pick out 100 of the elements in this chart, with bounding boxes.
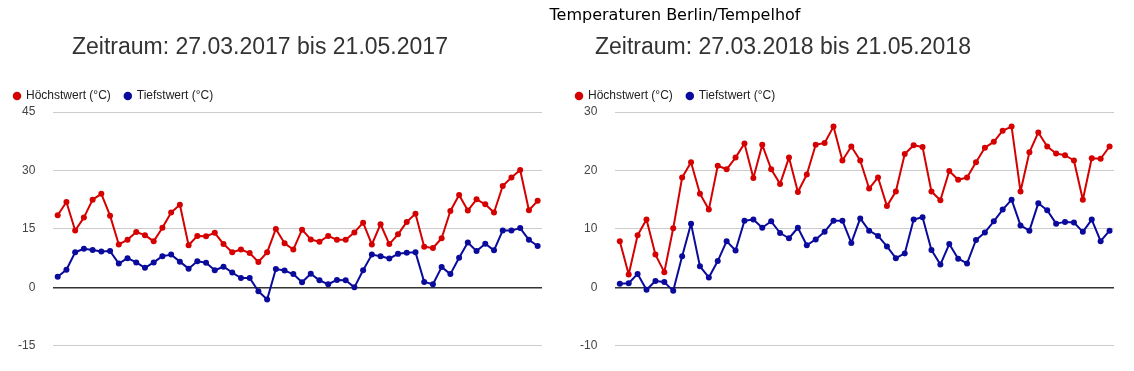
point	[473, 196, 480, 203]
point	[1097, 238, 1104, 245]
point	[1079, 196, 1086, 203]
point	[107, 248, 114, 255]
point	[714, 162, 721, 169]
point	[652, 251, 659, 258]
legend-label: Höchstwert (°C)	[588, 88, 673, 103]
point	[688, 159, 695, 166]
point	[281, 267, 288, 274]
point	[616, 238, 623, 245]
point	[1044, 143, 1051, 150]
point	[395, 231, 402, 238]
point	[883, 203, 890, 210]
point	[421, 278, 428, 285]
point	[307, 236, 314, 243]
point	[705, 274, 712, 281]
point	[875, 232, 882, 239]
point	[229, 269, 236, 276]
y-tick-label: 15	[21, 221, 36, 236]
point	[981, 144, 988, 151]
point	[1070, 157, 1077, 164]
point	[750, 216, 757, 223]
point	[1017, 222, 1024, 229]
point	[482, 240, 489, 247]
point	[194, 232, 201, 239]
point	[447, 271, 454, 278]
point	[1062, 152, 1069, 159]
point	[785, 235, 792, 242]
point	[54, 273, 61, 280]
legend-label: Höchstwert (°C)	[26, 88, 111, 103]
point	[732, 247, 739, 254]
point	[185, 265, 192, 272]
point	[124, 255, 131, 262]
point	[1026, 149, 1033, 156]
point	[429, 281, 436, 288]
point	[220, 263, 227, 270]
point	[159, 253, 166, 260]
point	[768, 166, 775, 173]
point	[634, 232, 641, 239]
point	[803, 171, 810, 178]
point	[1026, 227, 1033, 234]
point	[955, 176, 962, 183]
point	[857, 215, 864, 222]
point	[491, 247, 498, 254]
point	[1035, 129, 1042, 136]
point	[1008, 123, 1015, 130]
point	[351, 229, 358, 236]
point	[229, 249, 236, 256]
point	[759, 141, 766, 148]
point	[203, 233, 210, 240]
point	[964, 260, 971, 267]
point	[785, 154, 792, 161]
point	[80, 245, 87, 252]
y-tick-label: 45	[21, 104, 36, 119]
point	[54, 212, 61, 219]
point	[325, 281, 332, 288]
point	[972, 159, 979, 166]
point	[98, 190, 105, 197]
point	[643, 216, 650, 223]
point	[246, 275, 253, 281]
point	[272, 225, 279, 232]
point	[203, 259, 210, 266]
point	[937, 261, 944, 268]
point	[517, 225, 524, 232]
point	[360, 219, 367, 226]
point	[456, 192, 463, 198]
point	[534, 243, 541, 250]
point	[368, 251, 375, 258]
point	[732, 154, 739, 161]
point	[386, 241, 393, 248]
point	[89, 246, 96, 253]
point	[777, 180, 784, 187]
point	[928, 188, 935, 195]
point	[255, 259, 262, 266]
point	[741, 140, 748, 147]
point	[159, 224, 166, 231]
point	[1053, 220, 1060, 227]
point	[115, 260, 122, 267]
point	[264, 249, 271, 256]
point	[625, 280, 632, 287]
point	[194, 258, 201, 265]
point	[325, 232, 332, 239]
point	[670, 287, 677, 294]
point	[866, 227, 873, 234]
point	[616, 280, 623, 287]
point	[421, 243, 428, 250]
point	[812, 236, 819, 243]
point	[670, 225, 677, 232]
point	[901, 250, 908, 257]
point	[246, 250, 253, 257]
point	[750, 175, 757, 182]
point	[342, 236, 349, 243]
point	[875, 174, 882, 181]
point	[220, 241, 227, 248]
point	[883, 243, 890, 250]
point	[1088, 216, 1095, 223]
point	[141, 232, 148, 239]
point	[661, 269, 668, 276]
point	[63, 266, 70, 273]
point	[1079, 228, 1086, 235]
